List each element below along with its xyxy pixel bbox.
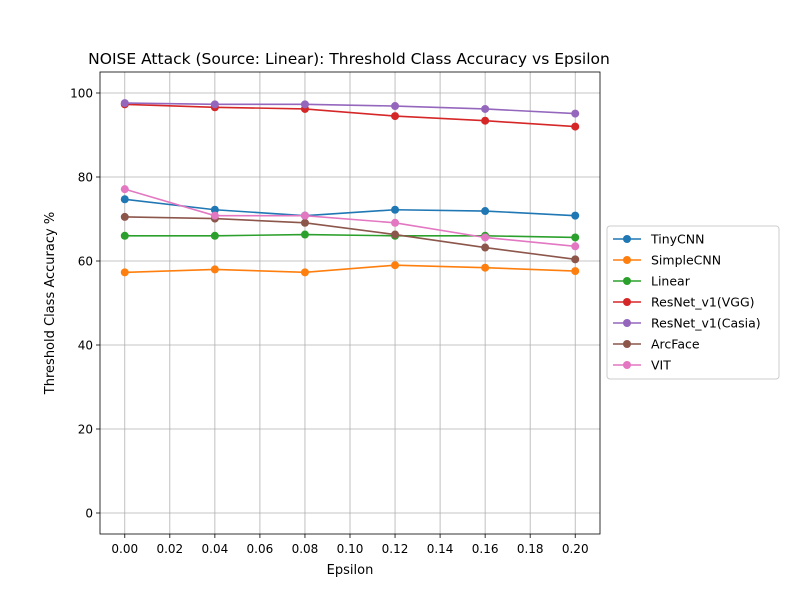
legend-marker [623, 277, 631, 285]
y-axis-ticks: 0 20 40 60 80 100 [70, 87, 100, 521]
y-tick-label: 0 [85, 507, 93, 521]
data-point [300, 211, 309, 220]
data-point [391, 261, 400, 270]
x-tick-label: 0.02 [156, 542, 183, 556]
series-simplecnn [120, 261, 580, 277]
data-point [210, 231, 219, 240]
legend-label: Linear [651, 274, 691, 289]
data-point [571, 211, 580, 220]
legend-item: VIT [613, 358, 671, 373]
series-lines [120, 99, 580, 277]
series-line [124, 103, 576, 128]
data-point [391, 230, 400, 239]
data-point [391, 102, 400, 111]
legend-label: VIT [651, 358, 671, 373]
y-tick-label: 20 [78, 423, 93, 437]
legend-item: ResNet_v1(Casia) [613, 316, 761, 331]
y-tick-label: 100 [70, 87, 93, 101]
plot-frame [99, 71, 601, 535]
data-point [210, 100, 219, 109]
data-point [481, 243, 490, 252]
data-point [300, 268, 309, 277]
series-line [124, 216, 576, 261]
data-point [571, 242, 580, 251]
x-tick-label: 0.06 [247, 542, 274, 556]
y-tick-label: 60 [78, 255, 93, 269]
x-tick-label: 0.20 [562, 542, 589, 556]
data-point [481, 207, 490, 216]
data-point [120, 231, 129, 240]
data-point [300, 230, 309, 239]
x-tick-label: 0.14 [427, 542, 454, 556]
series-vit [120, 185, 580, 251]
y-axis-label: Threshold Class Accuracy % [43, 212, 58, 395]
x-tick-label: 0.10 [337, 542, 364, 556]
data-point [391, 112, 400, 121]
data-point [210, 211, 219, 220]
x-tick-label: 0.12 [382, 542, 409, 556]
legend-label: SimpleCNN [651, 253, 721, 268]
data-point [120, 195, 129, 204]
x-tick-label: 0.04 [202, 542, 229, 556]
series-line [124, 233, 576, 239]
legend-label: ArcFace [651, 337, 700, 352]
y-tick-label: 40 [78, 339, 93, 353]
data-point [571, 233, 580, 242]
data-point [481, 116, 490, 125]
y-tick-label: 80 [78, 171, 93, 185]
data-point [481, 263, 490, 272]
data-point [120, 268, 129, 277]
x-tick-label: 0.16 [472, 542, 499, 556]
series-resnet-v1-casia [120, 99, 580, 118]
legend-marker [623, 256, 631, 264]
legend-item: Linear [613, 274, 691, 289]
legend-item: SimpleCNN [613, 253, 721, 268]
x-axis-ticks: 0.00 0.02 0.04 0.06 0.08 0.10 0.12 0.14 0.16 0.18… [111, 534, 589, 556]
data-point [391, 205, 400, 214]
gridlines [100, 72, 600, 534]
legend: TinyCNN SimpleCNN Linear ResNet_v1(VGG) ResN… [606, 225, 780, 380]
data-point [300, 218, 309, 227]
legend-marker [623, 340, 631, 348]
legend-marker [623, 235, 631, 243]
data-point [120, 99, 129, 108]
legend-marker [623, 298, 631, 306]
data-point [300, 100, 309, 109]
data-point [391, 218, 400, 227]
legend-item: TinyCNN [613, 232, 704, 247]
x-tick-label: 0.00 [111, 542, 138, 556]
series-line [124, 188, 576, 248]
data-point [210, 205, 219, 214]
legend-item: ArcFace [613, 337, 700, 352]
x-tick-label: 0.08 [292, 542, 319, 556]
legend-marker [623, 361, 631, 369]
legend-item: ResNet_v1(VGG) [613, 295, 755, 310]
x-axis-label: Epsilon [327, 563, 374, 578]
data-point [120, 185, 129, 194]
data-point [571, 267, 580, 276]
series-line [124, 102, 576, 115]
legend-label: ResNet_v1(Casia) [651, 316, 761, 331]
data-point [481, 233, 490, 242]
x-tick-label: 0.18 [517, 542, 544, 556]
series-line [124, 264, 576, 274]
data-point [571, 255, 580, 264]
data-point [571, 109, 580, 118]
data-point [571, 122, 580, 131]
data-point [210, 265, 219, 274]
data-point [120, 212, 129, 221]
data-point [481, 104, 490, 113]
legend-frame [606, 225, 780, 380]
series-line [124, 198, 576, 217]
legend-label: ResNet_v1(VGG) [651, 295, 755, 310]
legend-label: TinyCNN [650, 232, 704, 247]
legend-marker [623, 319, 631, 327]
chart-title: NOISE Attack (Source: Linear): Threshold… [88, 50, 610, 68]
